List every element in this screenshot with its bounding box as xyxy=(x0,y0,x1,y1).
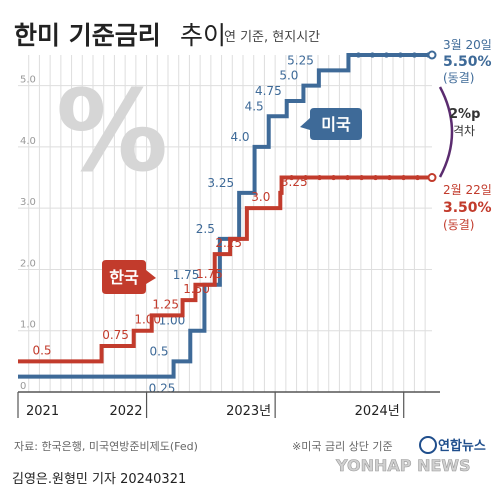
step-label: 4.5 xyxy=(245,99,264,113)
kr-latest-note: (동결) xyxy=(443,218,474,232)
grid xyxy=(18,55,432,392)
kr-latest-value: 3.50% xyxy=(443,200,492,216)
hold-dot xyxy=(372,174,379,181)
series-line-us xyxy=(18,53,432,379)
hold-dot xyxy=(302,174,309,181)
step-label: 1.25 xyxy=(152,297,179,311)
source-text: 자료: 한국은행, 미국연방준비제도(Fed) xyxy=(14,440,198,453)
yonhap-watermark: YONHAP NEWS xyxy=(335,456,471,475)
y-tick-label: 1.0 xyxy=(20,320,36,331)
hold-dot xyxy=(400,174,407,181)
series-layer: 0.51.001.752.53.254.04.54.755.05.250.250… xyxy=(18,50,437,396)
step-label: 1.50 xyxy=(183,282,210,296)
us-latest-note: (동결) xyxy=(443,71,474,85)
x-tick-label: 2023년 xyxy=(226,404,271,419)
step-label: 3.25 xyxy=(207,176,234,190)
kr-badge: 한국 xyxy=(102,260,156,294)
hold-dot xyxy=(288,174,295,181)
step-label: 1.75 xyxy=(196,267,223,281)
hold-dot xyxy=(344,174,351,181)
percent-watermark-icon: % xyxy=(56,67,168,197)
gap-bracket xyxy=(438,86,454,178)
y-tick-label: 5.0 xyxy=(20,75,36,86)
us-badge-label: 미국 xyxy=(321,115,351,134)
step-label: 0.5 xyxy=(149,344,168,358)
kr-latest-date: 2월 22일 xyxy=(443,183,492,197)
step-label: 4.0 xyxy=(230,130,249,144)
hold-dot xyxy=(383,52,390,58)
step-label: 4.75 xyxy=(255,84,282,98)
gap-label: 격차 xyxy=(453,124,475,138)
yonhap-logo-icon xyxy=(419,436,437,454)
hold-dot xyxy=(330,174,337,181)
subtitle: 연 기준, 현지시간 xyxy=(224,30,320,45)
gap-value: 2%p xyxy=(449,107,480,122)
step-label: 0.75 xyxy=(102,328,129,342)
step-label: 0.25 xyxy=(149,382,176,396)
x-tick-label: 2024년 xyxy=(355,404,400,419)
hold-dot xyxy=(386,174,393,181)
step-label: 2.5 xyxy=(196,222,215,236)
step-label: 0.5 xyxy=(32,343,51,357)
series-line-kr xyxy=(18,175,432,364)
step-label: 5.25 xyxy=(287,53,314,67)
step-label: 5.0 xyxy=(279,69,298,83)
hold-dot xyxy=(369,52,376,58)
y-tick-label: 3.0 xyxy=(20,197,36,208)
title-light: 추이 xyxy=(180,21,226,50)
us-badge: 미국 xyxy=(300,108,362,140)
kr-badge-label: 한국 xyxy=(109,268,139,287)
yonhap-logo-text: 연합뉴스 xyxy=(438,438,486,454)
y-tick-label: 0 xyxy=(20,381,26,392)
end-marker xyxy=(427,173,437,183)
y-tick-label: 2.0 xyxy=(20,258,36,269)
step-label: 2.25 xyxy=(215,236,242,250)
x-tick-label: 2021 xyxy=(26,404,59,419)
us-latest-value: 5.50% xyxy=(443,54,492,70)
us-latest-date: 3월 20일 xyxy=(443,38,492,52)
y-tick-label: 4.0 xyxy=(20,136,36,147)
yonhap-logo: 연합뉴스 xyxy=(419,436,486,454)
end-marker xyxy=(427,50,437,60)
hold-dot xyxy=(355,52,362,58)
hold-dot xyxy=(358,174,365,181)
hold-dot xyxy=(316,174,323,181)
x-tick-label: 2022 xyxy=(109,404,142,419)
credit-text: 김영은.원형민 기자 20240321 xyxy=(12,472,186,487)
title-bold: 한미 기준금리 xyxy=(14,21,161,50)
hold-dot xyxy=(414,174,421,181)
step-label: 1.75 xyxy=(173,268,200,282)
hold-dot xyxy=(411,52,418,58)
y-axis: 0 1.0 2.0 3.0 4.0 5.0 xyxy=(20,75,36,392)
step-label: 1.00 xyxy=(134,313,161,327)
footnote-text: ※미국 금리 상단 기준 xyxy=(292,440,393,453)
x-axis: 2021 2022 2023년 2024년 xyxy=(17,391,440,419)
step-label: 3.0 xyxy=(251,190,270,204)
hold-dot xyxy=(397,52,404,58)
step-label: 3.25 xyxy=(281,175,308,189)
